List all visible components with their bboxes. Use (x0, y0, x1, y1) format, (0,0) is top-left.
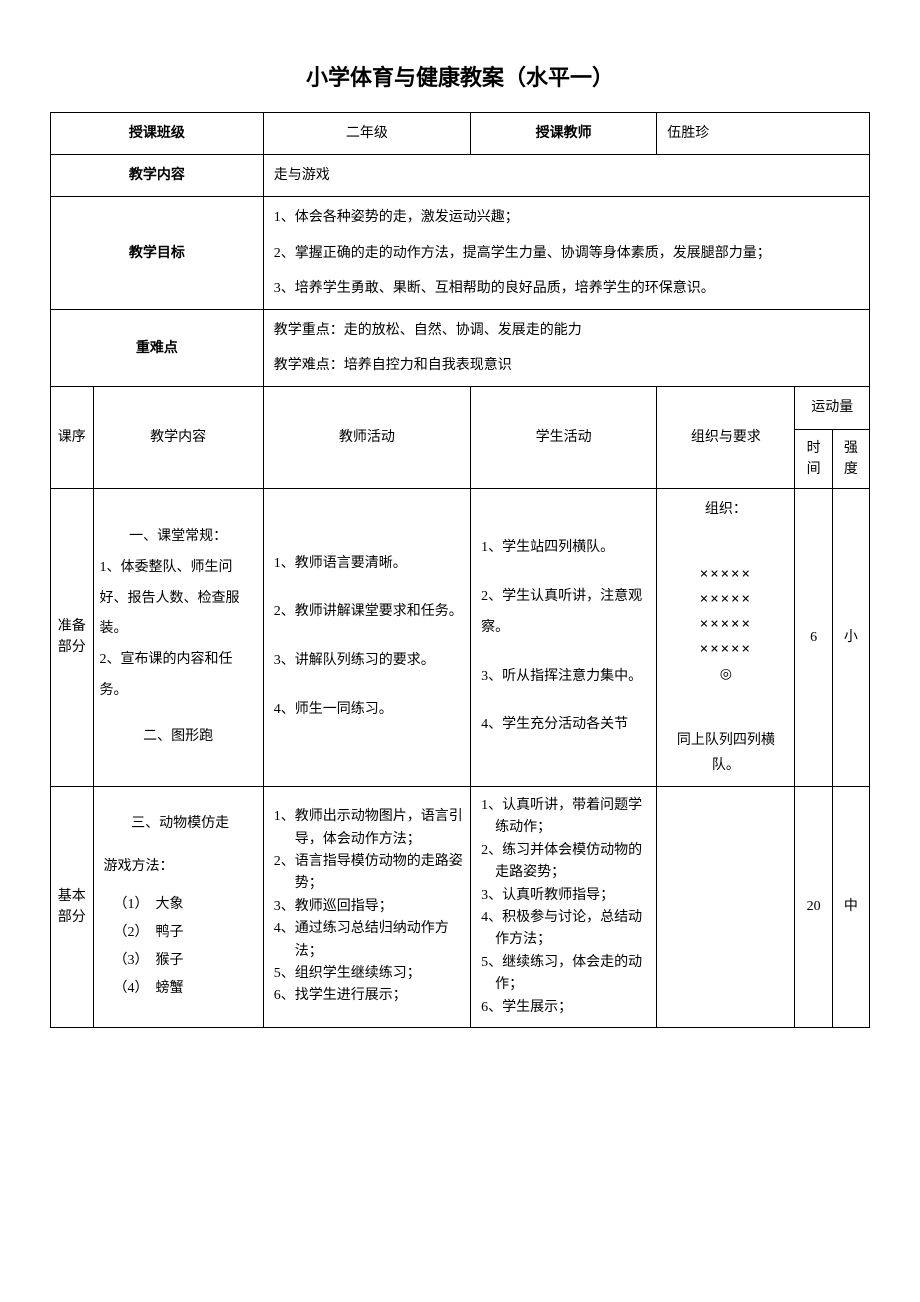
header-row-keypoint: 重难点 教学重点：走的放松、自然、协调、发展走的能力 教学难点：培养自控力和自我… (51, 309, 870, 386)
class-label: 授课班级 (51, 113, 264, 155)
column-header-row: 课序 教学内容 教师活动 学生活动 组织与要求 运动量 (51, 387, 870, 429)
header-row-content: 教学内容 走与游戏 (51, 155, 870, 197)
col-sequence: 课序 (51, 387, 94, 488)
section-prep-org: 组织： ××××× ××××× ××××× ××××× ◎ 同上队列四列横队。 (657, 488, 795, 787)
student-line: 6、学生展示； (495, 997, 650, 1019)
teacher-line: 6、找学生进行展示； (274, 985, 464, 1007)
keypoint-label: 重难点 (51, 309, 264, 386)
student-line: 2、练习并体会模仿动物的走路姿势； (495, 840, 650, 885)
student-line: 5、继续练习，体会走的动作； (495, 952, 650, 997)
content-line: 一、课堂常规： (100, 522, 257, 553)
section-basic-content: 三、动物模仿走 游戏方法： （1） 大象 （2） 鸭子 （3） 猴子 （4） 螃… (93, 787, 263, 1028)
section-basic-time: 20 (795, 787, 832, 1028)
lesson-plan-table: 授课班级 二年级 授课教师 伍胜珍 教学内容 走与游戏 教学目标 1、体会各种姿… (50, 112, 870, 1028)
content-value: 走与游戏 (263, 155, 869, 197)
teacher-line: 4、师生一同练习。 (295, 695, 464, 726)
formation-row: ××××× (663, 612, 788, 637)
section-prep-time: 6 (795, 488, 832, 787)
objective-line: 1、体会各种姿势的走，激发运动兴趣； (274, 205, 863, 230)
keypoint-line: 教学难点：培养自控力和自我表现意识 (274, 353, 863, 378)
objective-line: 3、培养学生勇敢、果断、互相帮助的良好品质，培养学生的环保意识。 (274, 276, 863, 301)
content-line: （1） 大象 (104, 891, 257, 919)
student-line: 1、学生站四列横队。 (481, 533, 650, 564)
col-teacher: 教师活动 (263, 387, 470, 488)
teacher-line: 2、教师讲解课堂要求和任务。 (295, 597, 464, 628)
teacher-value: 伍胜珍 (657, 113, 870, 155)
keypoint-line: 教学重点：走的放松、自然、协调、发展走的能力 (274, 318, 863, 343)
section-prep-student: 1、学生站四列横队。 2、学生认真听讲，注意观察。 3、听从指挥注意力集中。 4… (471, 488, 657, 787)
objective-line: 2、掌握正确的走的动作方法，提高学生力量、协调等身体素质，发展腿部力量； (295, 241, 863, 266)
student-line: 3、听从指挥注意力集中。 (481, 662, 650, 693)
student-line: 4、学生充分活动各关节 (481, 710, 650, 741)
keypoint-value: 教学重点：走的放松、自然、协调、发展走的能力 教学难点：培养自控力和自我表现意识 (263, 309, 869, 386)
formation-row: ××××× (663, 587, 788, 612)
content-line: （2） 鸭子 (104, 919, 257, 947)
content-line: 二、图形跑 (100, 722, 257, 753)
section-basic-intensity: 中 (832, 787, 869, 1028)
objective-value: 1、体会各种姿势的走，激发运动兴趣； 2、掌握正确的走的动作方法，提高学生力量、… (263, 197, 869, 310)
teacher-line: 1、教师出示动物图片，语言引导，体会动作方法； (295, 806, 464, 851)
student-line: 2、学生认真听讲，注意观察。 (481, 582, 650, 644)
section-basic-student: 1、认真听讲，带着问题学练动作； 2、练习并体会模仿动物的走路姿势； 3、认真听… (471, 787, 657, 1028)
content-line: （3） 猴子 (104, 947, 257, 975)
teacher-line: 1、教师语言要清晰。 (295, 549, 464, 580)
content-line: 2、宣布课的内容和任务。 (100, 645, 257, 707)
section-prep-teacher: 1、教师语言要清晰。 2、教师讲解课堂要求和任务。 3、讲解队列练习的要求。 4… (263, 488, 470, 787)
formation-row: ××××× (663, 637, 788, 662)
header-row-objective: 教学目标 1、体会各种姿势的走，激发运动兴趣； 2、掌握正确的走的动作方法，提高… (51, 197, 870, 310)
page-title: 小学体育与健康教案（水平一） (50, 60, 870, 92)
content-line: 三、动物模仿走 (104, 810, 257, 838)
col-content: 教学内容 (93, 387, 263, 488)
student-line: 4、积极参与讨论，总结动作方法； (495, 907, 650, 952)
objective-label: 教学目标 (51, 197, 264, 310)
content-line: （4） 螃蟹 (104, 975, 257, 1003)
class-value: 二年级 (263, 113, 470, 155)
teacher-line: 3、讲解队列练习的要求。 (295, 646, 464, 677)
section-prep-content: 一、课堂常规： 1、体委整队、师生问好、报告人数、检查服装。 2、宣布课的内容和… (93, 488, 263, 787)
col-time: 时间 (795, 429, 832, 488)
org-title: 组织： (663, 497, 788, 522)
col-org: 组织与要求 (657, 387, 795, 488)
formation-row: ××××× (663, 562, 788, 587)
teacher-line: 3、教师巡回指导； (274, 896, 464, 918)
teacher-label: 授课教师 (471, 113, 657, 155)
section-basic-name: 基本部分 (51, 787, 94, 1028)
teacher-line: 2、语言指导模仿动物的走路姿势； (295, 851, 464, 896)
student-line: 3、认真听教师指导； (495, 885, 650, 907)
section-prep-row: 准备部分 一、课堂常规： 1、体委整队、师生问好、报告人数、检查服装。 2、宣布… (51, 488, 870, 787)
section-basic-teacher: 1、教师出示动物图片，语言引导，体会动作方法； 2、语言指导模仿动物的走路姿势；… (263, 787, 470, 1028)
teacher-line: 4、通过练习总结归纳动作方法； (295, 918, 464, 963)
section-basic-org (657, 787, 795, 1028)
section-prep-intensity: 小 (832, 488, 869, 787)
col-student: 学生活动 (471, 387, 657, 488)
formation-teacher: ◎ (663, 662, 788, 687)
org-note: 同上队列四列横队。 (663, 728, 788, 778)
content-line: 游戏方法： (104, 853, 257, 881)
content-line: 1、体委整队、师生问好、报告人数、检查服装。 (100, 553, 257, 645)
col-exercise: 运动量 (795, 387, 870, 429)
teacher-line: 5、组织学生继续练习； (274, 963, 464, 985)
section-prep-name: 准备部分 (51, 488, 94, 787)
content-label: 教学内容 (51, 155, 264, 197)
student-line: 1、认真听讲，带着问题学练动作； (495, 795, 650, 840)
section-basic-row: 基本部分 三、动物模仿走 游戏方法： （1） 大象 （2） 鸭子 （3） 猴子 … (51, 787, 870, 1028)
col-intensity: 强度 (832, 429, 869, 488)
header-row-class: 授课班级 二年级 授课教师 伍胜珍 (51, 113, 870, 155)
